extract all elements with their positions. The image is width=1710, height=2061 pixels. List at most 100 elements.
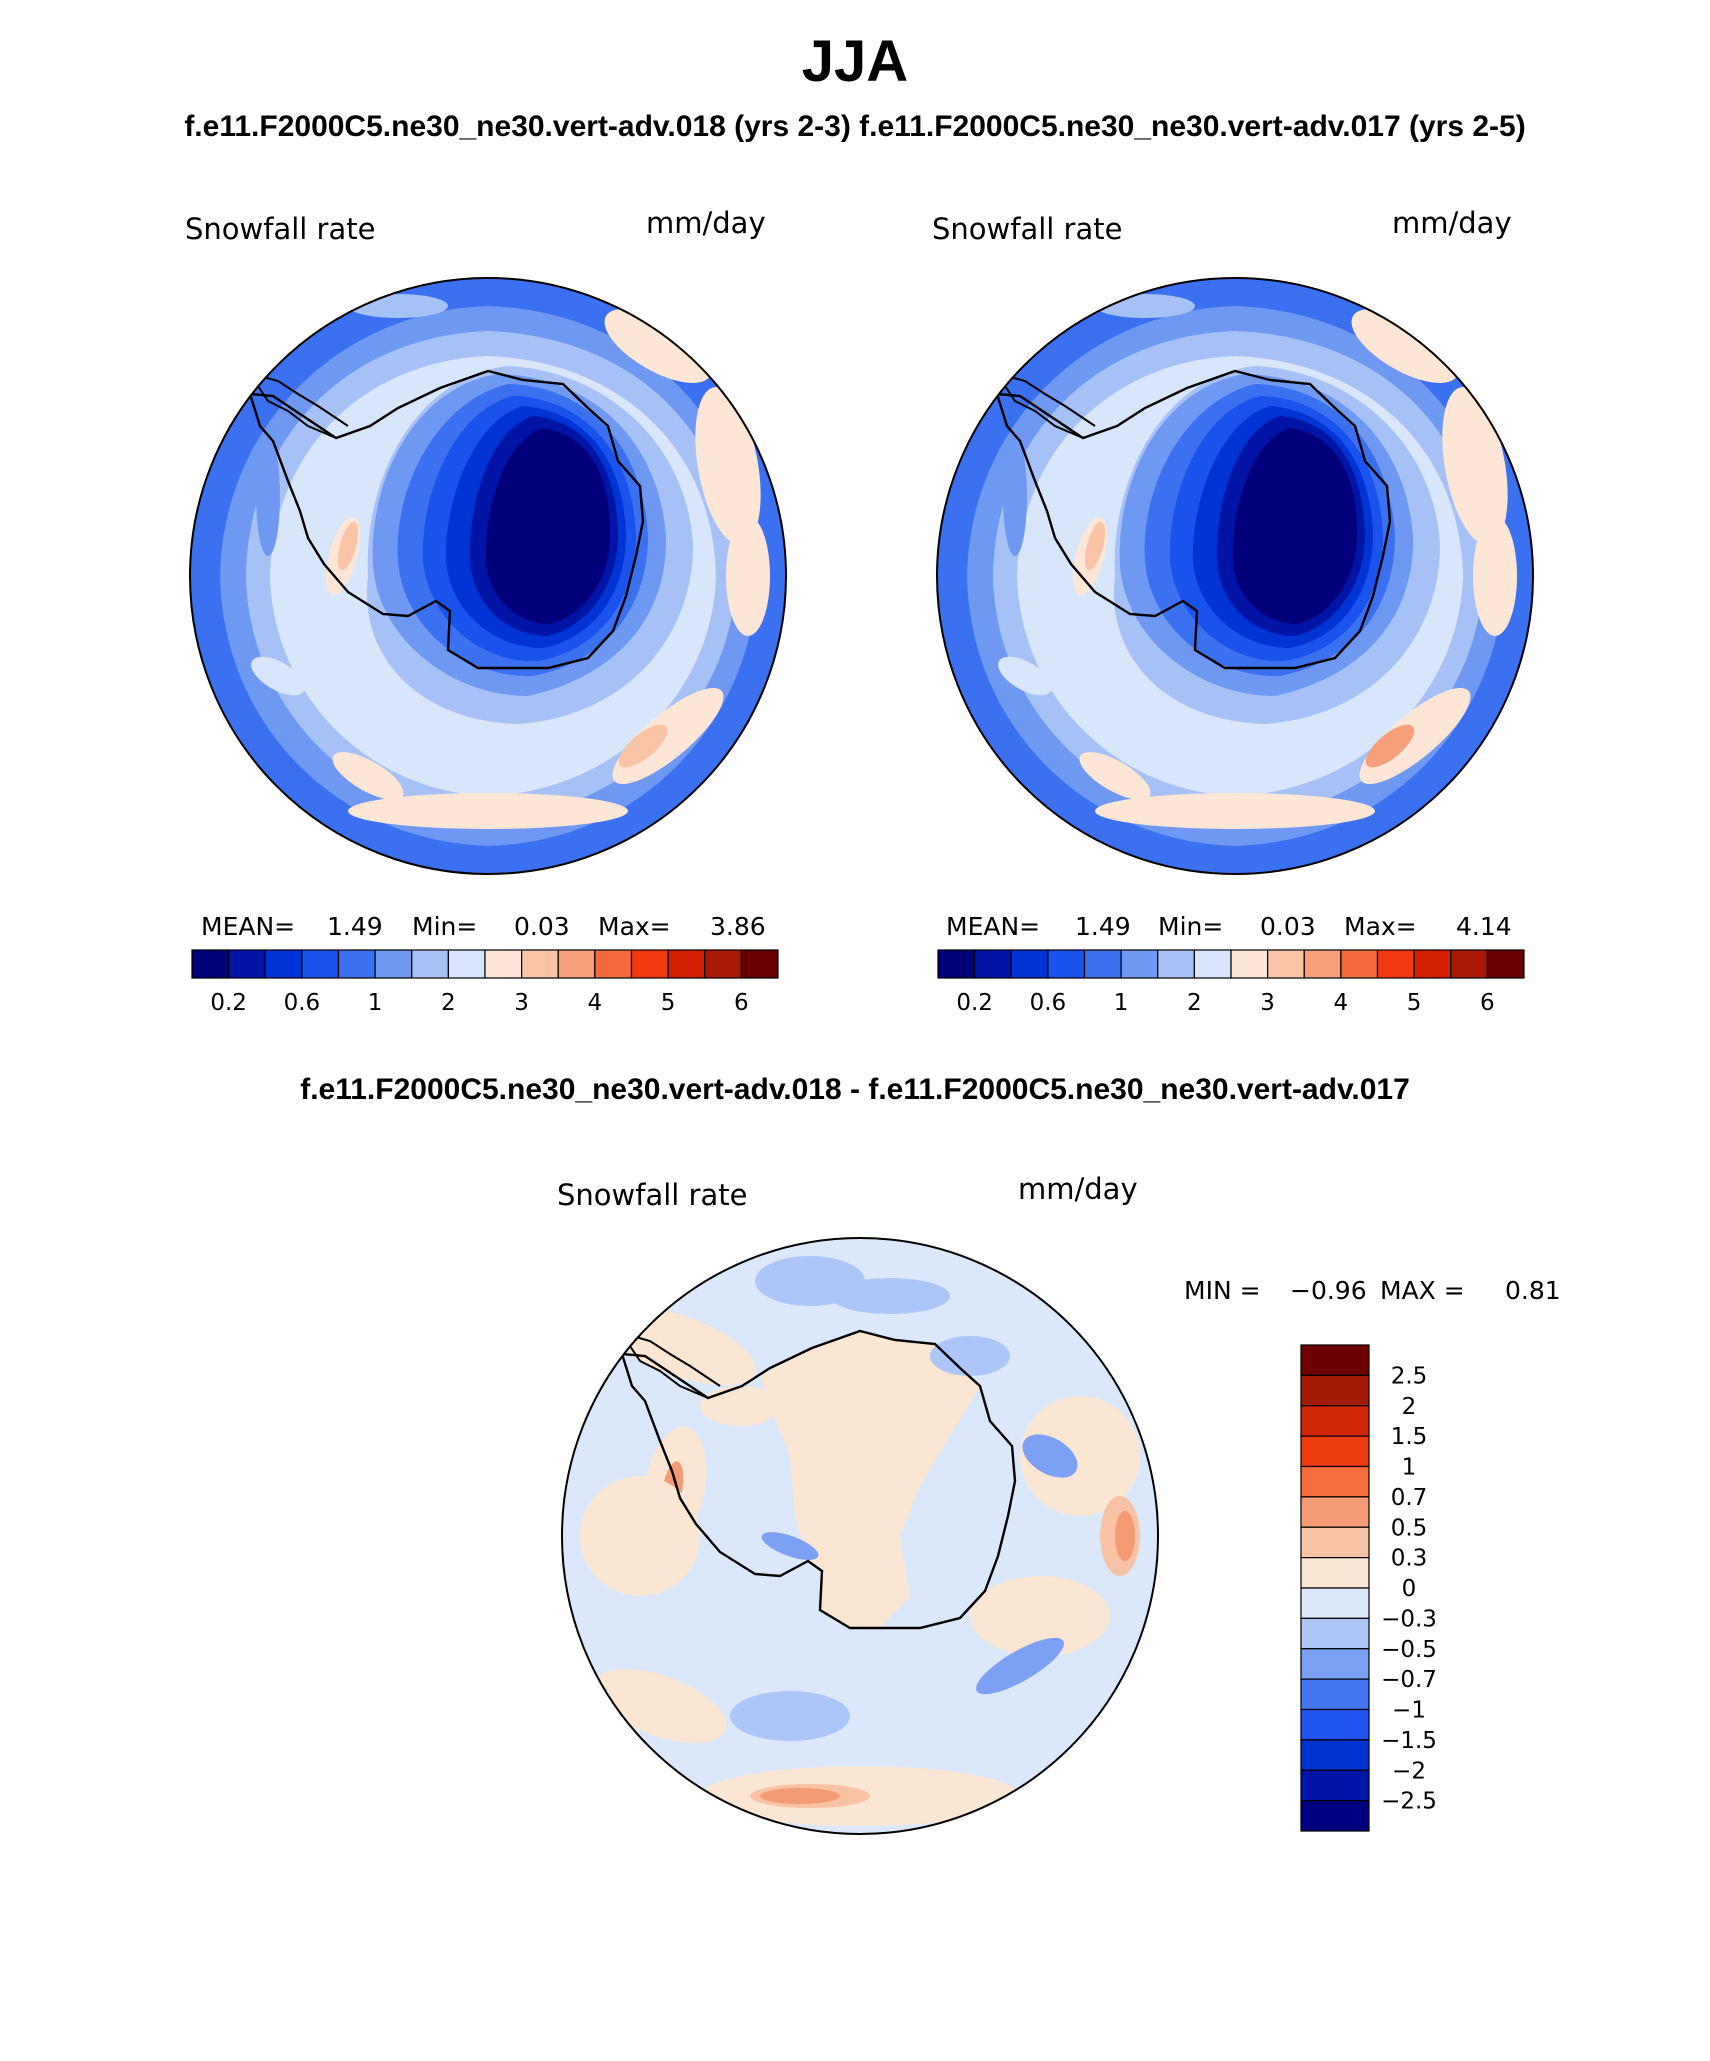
panel1-mean-label: MEAN= xyxy=(201,912,296,941)
map2-anomaly-6 xyxy=(1079,752,1151,800)
colorbar3-box-5 xyxy=(1300,1496,1370,1528)
panel2-polar-map xyxy=(936,277,1534,875)
colorbar2-box-2 xyxy=(1010,949,1049,979)
colorbar3-box-9 xyxy=(1300,1617,1370,1650)
colorbar2-box-3 xyxy=(1047,949,1086,979)
colorbar1-box-5 xyxy=(374,949,413,979)
colorbar2-tick-label-0: 0.2 xyxy=(956,990,993,1016)
map3-anomaly-4 xyxy=(580,1476,700,1596)
map2-anomaly-11 xyxy=(1003,436,1027,556)
panel3-min-label: MIN = xyxy=(1184,1276,1261,1305)
colorbar3-tick-label-0: 2.5 xyxy=(1391,1363,1428,1389)
colorbar3-box-6 xyxy=(1300,1526,1370,1559)
panel1-units-label: mm/day xyxy=(646,206,766,240)
map1-contour-10 xyxy=(485,428,610,624)
colorbar1-box-15 xyxy=(740,949,779,979)
map2-coastline xyxy=(995,369,1392,670)
map2-anomaly-9 xyxy=(998,656,1052,696)
panel2-left-label: Snowfall rate xyxy=(932,212,1123,246)
map1-anomaly-11 xyxy=(256,436,280,556)
colorbar1-box-2 xyxy=(264,949,303,979)
colorbar2-box-15 xyxy=(1486,949,1525,979)
colorbar2-tick-label-7: 6 xyxy=(1480,990,1495,1016)
map2-anomaly-0 xyxy=(1351,309,1459,383)
panel2-min-value: 0.03 xyxy=(1260,912,1316,941)
map2-anomaly-1 xyxy=(1442,387,1508,545)
panel1-min-label: Min= xyxy=(412,912,478,941)
map3-anomaly-9 xyxy=(1020,1396,1140,1516)
colorbar3-box-7 xyxy=(1300,1557,1370,1589)
colorbar1-box-13 xyxy=(667,949,706,979)
colorbar2-tick-label-2: 1 xyxy=(1114,990,1129,1016)
colorbar2-box-6 xyxy=(1157,949,1195,979)
panel1-mean-value: 1.49 xyxy=(327,912,383,941)
map3-anomaly-19 xyxy=(830,1278,950,1314)
colorbar2-box-5 xyxy=(1120,949,1159,979)
colorbar2-tick-label-4: 3 xyxy=(1260,990,1275,1016)
colorbar1-tick-label-3: 2 xyxy=(441,990,456,1016)
colorbar1-tick-label-7: 6 xyxy=(734,990,749,1016)
panel2-min-label: Min= xyxy=(1158,912,1224,941)
colorbar3-tick-label-14: −2.5 xyxy=(1381,1789,1437,1815)
colorbar1-box-10 xyxy=(557,949,596,979)
colorbar1-box-12 xyxy=(630,949,669,979)
colorbar3-box-12 xyxy=(1300,1708,1370,1741)
colorbar2-box-0 xyxy=(937,949,976,979)
colorbar3-tick-label-10: −0.7 xyxy=(1381,1667,1437,1693)
panel3-min-value: −0.96 xyxy=(1290,1276,1367,1305)
map1-anomaly-0 xyxy=(604,309,712,383)
colorbar3-tick-label-13: −2 xyxy=(1392,1758,1426,1784)
colorbar1-box-6 xyxy=(411,949,449,979)
map1-anomaly-9 xyxy=(251,656,305,696)
top-subtitle: f.e11.F2000C5.ne30_ne30.vert-adv.018 (yr… xyxy=(184,110,1526,143)
map1-anomaly-4 xyxy=(618,724,668,768)
colorbar2-box-8 xyxy=(1230,949,1269,979)
colorbar3-box-2 xyxy=(1300,1405,1370,1437)
map3-anomaly-8 xyxy=(760,1788,840,1804)
colorbar2-tick-label-1: 0.6 xyxy=(1030,990,1067,1016)
panel2-units-label: mm/day xyxy=(1392,206,1512,240)
colorbar1-tick-label-1: 0.6 xyxy=(284,990,321,1016)
map3-anomaly-5 xyxy=(593,1669,727,1743)
colorbar1-tick-label-2: 1 xyxy=(368,990,383,1016)
panel1-polar-map xyxy=(189,277,787,875)
colorbar3-box-1 xyxy=(1300,1374,1370,1407)
colorbar3-box-8 xyxy=(1300,1587,1370,1619)
map1-anomaly-1 xyxy=(695,387,761,545)
map3-anomaly-14 xyxy=(1022,1434,1078,1478)
colorbar3-box-15 xyxy=(1300,1800,1370,1832)
panel2-max-label: Max= xyxy=(1344,912,1417,941)
map1-anomaly-8 xyxy=(337,521,359,571)
map3-coastline xyxy=(620,1329,1017,1630)
colorbar3-tick-label-9: −0.5 xyxy=(1381,1637,1437,1663)
panel3-polar-map xyxy=(561,1237,1159,1835)
map3-boundary xyxy=(561,1237,1159,1835)
colorbar1-box-14 xyxy=(704,949,742,979)
colorbar1-tick-label-0: 0.2 xyxy=(210,990,247,1016)
colorbar1-box-11 xyxy=(594,949,633,979)
panel2-colorbar: 0.2 0.6 1 2 3 4 5 6 xyxy=(937,949,1525,1016)
map3-anomaly-18 xyxy=(730,1691,850,1741)
map1-boundary xyxy=(189,277,787,875)
colorbar3-tick-label-5: 0.5 xyxy=(1391,1515,1428,1541)
colorbar1-tick-label-4: 3 xyxy=(514,990,529,1016)
colorbar2-box-9 xyxy=(1267,949,1305,979)
panel3-left-label: Snowfall rate xyxy=(557,1178,748,1212)
colorbar3-box-10 xyxy=(1300,1648,1370,1680)
map2-anomaly-5 xyxy=(1095,793,1375,829)
map1-anomaly-5 xyxy=(348,793,628,829)
colorbar2-box-11 xyxy=(1340,949,1379,979)
colorbar1-box-7 xyxy=(447,949,486,979)
colorbar3-tick-label-3: 1 xyxy=(1402,1455,1417,1481)
panel3-max-label: MAX = xyxy=(1380,1276,1465,1305)
panel2-mean-label: MEAN= xyxy=(946,912,1041,941)
colorbar2-box-1 xyxy=(974,949,1012,979)
colorbar2-tick-label-3: 2 xyxy=(1187,990,1202,1016)
main-title: JJA xyxy=(801,29,909,94)
map3-anomaly-1 xyxy=(700,1386,780,1426)
colorbar1-box-4 xyxy=(337,949,376,979)
map2-boundary xyxy=(936,277,1534,875)
panel1-colorbar: 0.2 0.6 1 2 3 4 5 6 xyxy=(191,949,779,1016)
colorbar1-tick-label-5: 4 xyxy=(588,990,603,1016)
colorbar1-box-0 xyxy=(191,949,230,979)
